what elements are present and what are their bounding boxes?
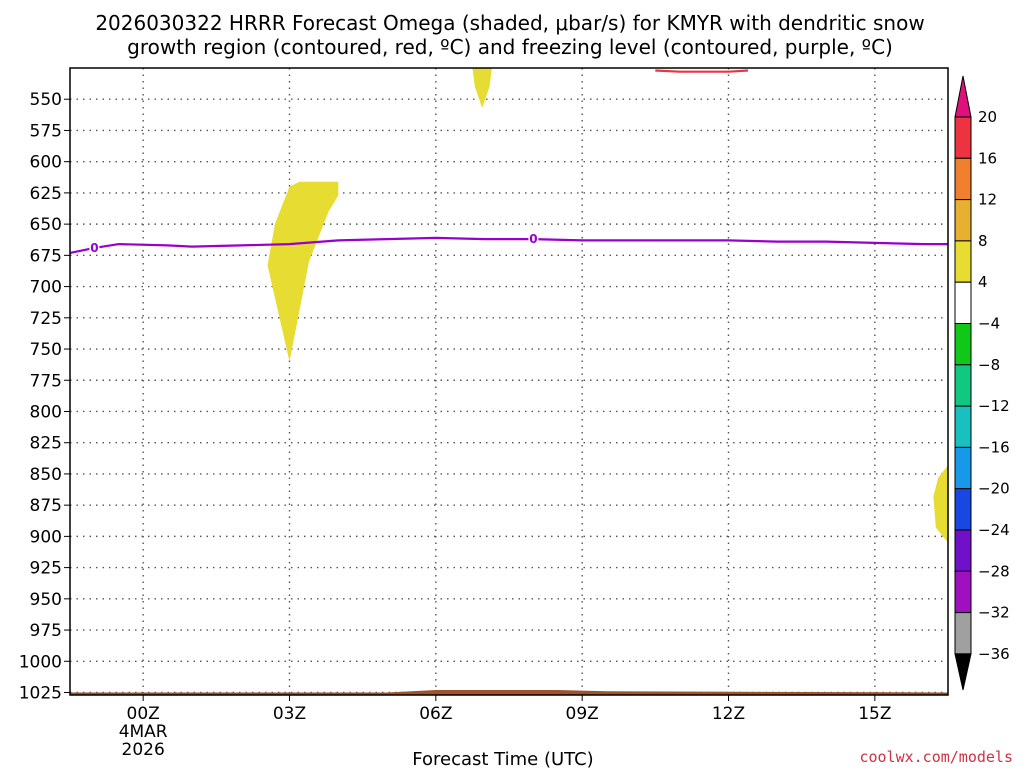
contour-label-bg: [89, 239, 100, 254]
y-tick-label: 800: [30, 402, 62, 422]
x-axis-label: Forecast Time (UTC): [412, 749, 593, 768]
colorbar-swatch: [954, 488, 972, 531]
x-tick-label: 03Z: [273, 704, 306, 724]
colorbar-swatch: [954, 157, 972, 201]
y-tick-label: 825: [30, 434, 62, 454]
title-line-1: 2026030322 HRRR Forecast Omega (shaded, …: [95, 11, 924, 35]
y-tick-label: 625: [30, 184, 62, 204]
x-tick-date: 4MAR: [119, 722, 168, 742]
colorbar: 20 16 12 8 4 −4 −8 −12 −16 −20 −24 −28 −32 −36: [954, 75, 1010, 691]
plot-frame: [69, 67, 949, 696]
y-tick-label: 775: [30, 371, 62, 391]
colorbar-label: −4: [978, 315, 1000, 333]
contour-label-bg: [528, 231, 539, 246]
y-tick-label: 675: [30, 246, 62, 266]
colorbar-label: −36: [978, 645, 1010, 663]
y-tick-label: 700: [30, 278, 62, 298]
omega-shaded-region: [267, 181, 339, 362]
omega-shaded-region: [472, 68, 492, 108]
colorbar-swatch: [954, 612, 972, 655]
y-tick-label: 950: [30, 590, 62, 610]
contour-label: 0: [529, 232, 537, 246]
y-tick-label: 550: [30, 90, 62, 110]
x-tick-label: 06Z: [419, 704, 452, 724]
x-tick-year: 2026: [122, 740, 165, 760]
y-tick-label: 925: [30, 559, 62, 579]
y-tick-label: 975: [30, 621, 62, 641]
colorbar-label: −20: [978, 480, 1010, 498]
title-line-2: growth region (contoured, red, ºC) and f…: [127, 35, 893, 59]
colorbar-swatch: [954, 529, 972, 572]
colorbar-swatch: [954, 570, 972, 614]
colorbar-label: −28: [978, 562, 1010, 580]
x-tick-label: 00Z: [127, 704, 160, 724]
y-tick-label: 650: [30, 215, 62, 235]
colorbar-label: −24: [978, 521, 1010, 539]
colorbar-bottom-arrow: [954, 653, 972, 691]
y-tick-label: 850: [30, 465, 62, 485]
x-tick-label: 15Z: [858, 704, 891, 724]
colorbar-swatch: [954, 405, 972, 448]
colorbar-top-arrow: [954, 75, 972, 118]
y-axis: 550 575 600 625 650 675 700 725 750 775 800 825 850 8…: [19, 90, 70, 704]
y-tick-label: 875: [30, 496, 62, 516]
terrain: [70, 690, 948, 695]
colorbar-label: 16: [978, 149, 997, 167]
colorbar-swatch: [954, 199, 972, 242]
contours: 00: [69, 69, 948, 255]
colorbar-swatch: [954, 116, 972, 159]
terrain-fill: [70, 690, 948, 695]
omega-shaded-region: [933, 465, 948, 543]
colorbar-label: −8: [978, 356, 1000, 374]
dendritic-snow-growth-region-contour: [655, 69, 749, 73]
colorbar-label: 12: [978, 191, 997, 209]
colorbar-label: 8: [978, 232, 988, 250]
y-tick-label: 900: [30, 527, 62, 547]
colorbar-swatch: [954, 323, 972, 366]
x-tick-label: 09Z: [566, 704, 599, 724]
x-tick-label: 12Z: [712, 704, 745, 724]
freezing-level-contour: [69, 236, 948, 254]
colorbar-label: 20: [978, 108, 997, 126]
grid: [70, 68, 948, 695]
colorbar-label: −16: [978, 438, 1010, 456]
colorbar-label: 4: [978, 273, 988, 291]
colorbar-label: −12: [978, 397, 1010, 415]
colorbar-swatch: [954, 240, 972, 283]
credit-label: coolwx.com/models: [859, 748, 1013, 766]
colorbar-swatch: [954, 446, 972, 490]
y-tick-label: 1025: [19, 684, 62, 704]
plot-area: 00: [69, 67, 949, 696]
y-tick-label: 1000: [19, 652, 62, 672]
colorbar-swatch: [954, 364, 972, 407]
y-tick-label: 575: [30, 121, 62, 141]
y-tick-label: 600: [30, 153, 62, 173]
y-tick-label: 725: [30, 309, 62, 329]
colorbar-swatch: [954, 281, 972, 325]
omega-shading: [267, 68, 948, 543]
y-tick-label: 750: [30, 340, 62, 360]
contour-label: 0: [90, 241, 98, 255]
colorbar-label: −32: [978, 604, 1010, 622]
